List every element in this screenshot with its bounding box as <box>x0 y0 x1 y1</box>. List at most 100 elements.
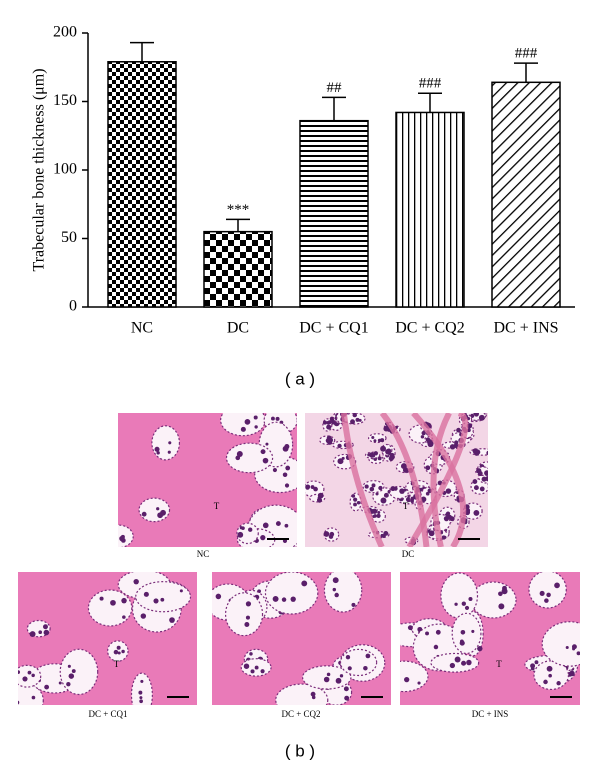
cell <box>425 465 431 471</box>
cell <box>454 656 461 663</box>
cell <box>322 420 328 425</box>
x-tick-label: DC <box>227 320 249 337</box>
cell <box>347 666 352 671</box>
micrograph: T <box>18 572 197 705</box>
cell <box>477 470 483 476</box>
cell <box>305 485 310 490</box>
marrow-space <box>138 497 171 523</box>
cell <box>140 613 147 619</box>
cell <box>245 615 250 620</box>
cell <box>375 492 379 496</box>
marrow-space <box>130 672 153 705</box>
cell <box>327 440 333 445</box>
cell <box>243 663 250 669</box>
cell <box>473 509 480 516</box>
cell <box>355 417 360 422</box>
cell <box>473 485 479 491</box>
cell <box>460 629 466 635</box>
cell <box>244 419 251 425</box>
cell <box>275 521 281 527</box>
cell <box>265 442 269 446</box>
x-tick-label: DC + CQ1 <box>299 320 368 337</box>
cell <box>474 413 479 417</box>
cell <box>241 526 245 530</box>
cell <box>244 622 250 627</box>
cell <box>282 472 288 478</box>
cell <box>498 591 503 597</box>
y-axis-label: Trabecular bone thickness (μm) <box>31 68 48 271</box>
cell <box>371 435 375 440</box>
cell <box>478 414 485 421</box>
cell <box>369 486 375 492</box>
cell <box>380 497 387 504</box>
cell <box>110 532 115 537</box>
cell <box>153 598 159 604</box>
cell <box>425 437 431 443</box>
cell <box>383 492 389 498</box>
cell <box>116 645 121 650</box>
y-tick-label: 200 <box>53 24 77 41</box>
cell <box>399 488 405 494</box>
cell <box>272 595 279 602</box>
cell <box>272 467 278 473</box>
cell <box>332 587 337 592</box>
y-tick-label: 100 <box>53 161 77 178</box>
cell <box>380 445 387 452</box>
cell <box>377 438 382 443</box>
cell <box>464 605 470 611</box>
cell <box>271 416 275 421</box>
cell <box>260 449 266 455</box>
cell <box>335 677 342 684</box>
cell <box>543 679 548 685</box>
x-tick-label: DC + INS <box>493 320 558 337</box>
cell <box>454 440 459 445</box>
marrow-space <box>118 524 134 547</box>
region-marker: T <box>403 501 409 511</box>
cell <box>479 486 485 492</box>
marrow-space <box>59 648 99 696</box>
cell <box>484 470 488 476</box>
cell <box>381 534 386 539</box>
cell <box>262 522 269 529</box>
cell <box>358 418 362 422</box>
cell <box>339 674 344 678</box>
marrow-space <box>151 425 181 461</box>
bar <box>395 111 465 308</box>
cell <box>240 426 246 432</box>
cell <box>139 696 143 700</box>
cell <box>284 523 289 528</box>
cell <box>262 457 269 464</box>
micrograph-content <box>110 413 297 547</box>
cell <box>313 486 318 492</box>
cell <box>310 691 316 697</box>
cell <box>534 660 539 665</box>
cell <box>31 673 35 678</box>
cell <box>58 681 62 685</box>
cell <box>576 651 580 656</box>
cell <box>324 532 330 537</box>
micrograph-label: DC + CQ2 <box>281 709 320 719</box>
cell <box>38 630 43 635</box>
cell <box>284 444 290 450</box>
cell <box>66 681 71 687</box>
micrograph-label: DC + INS <box>472 709 509 719</box>
significance-label: ### <box>419 76 442 92</box>
micrograph-content <box>400 572 580 705</box>
cell <box>351 602 356 607</box>
cell <box>237 531 244 538</box>
cell <box>474 450 480 456</box>
cell <box>18 670 21 675</box>
cell <box>326 424 332 430</box>
marrow-space <box>430 652 480 673</box>
cell <box>481 476 487 482</box>
cell <box>141 511 147 517</box>
cell <box>435 629 441 635</box>
cell <box>363 665 368 671</box>
cell <box>254 665 259 670</box>
cell <box>472 479 478 484</box>
cell <box>498 603 505 610</box>
cell <box>113 649 119 655</box>
cell <box>121 649 125 654</box>
x-tick-label: NC <box>131 320 153 337</box>
cell <box>539 590 545 596</box>
